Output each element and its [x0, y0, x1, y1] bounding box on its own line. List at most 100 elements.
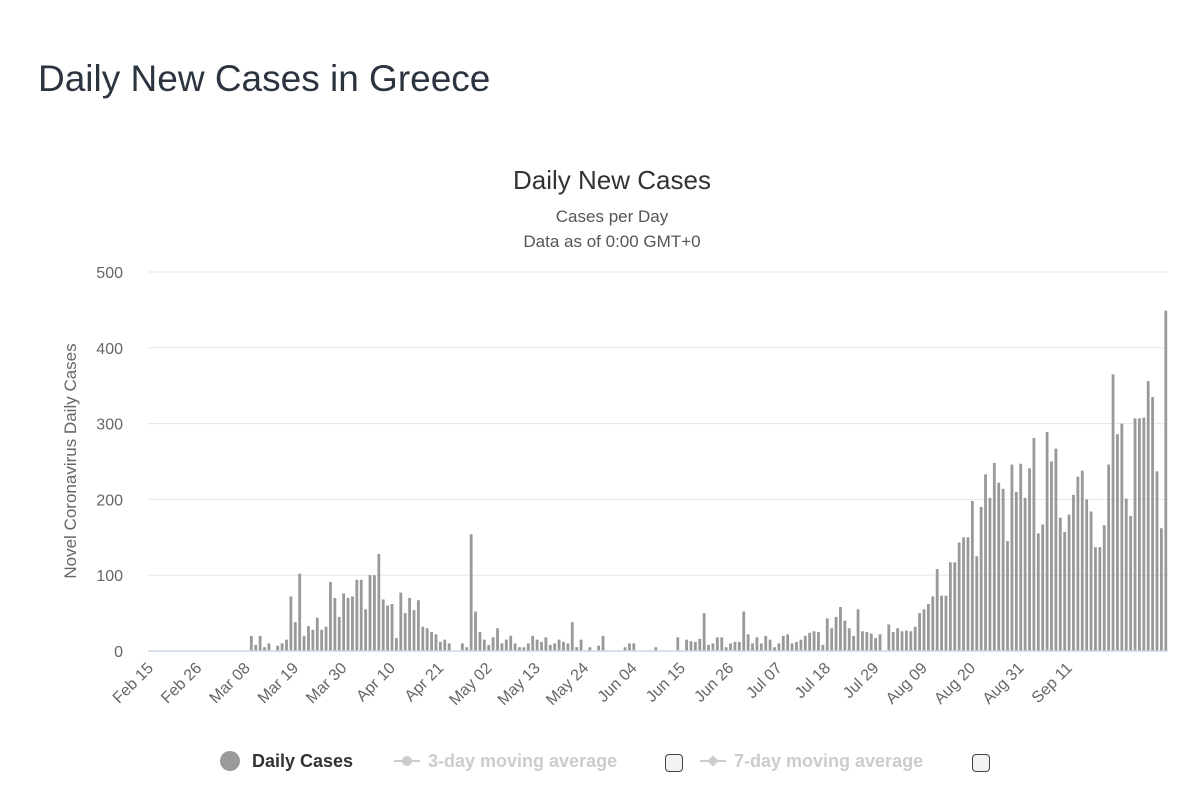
bar	[777, 643, 781, 651]
bar	[1058, 517, 1062, 651]
legend-daily-cases[interactable]: Daily Cases	[220, 746, 353, 776]
bar	[544, 637, 548, 651]
bar	[733, 641, 737, 651]
bar	[333, 597, 337, 651]
bar	[381, 599, 385, 651]
bar	[293, 622, 297, 651]
bar	[742, 611, 746, 651]
daily-cases-marker-icon	[220, 751, 240, 771]
bar	[1010, 464, 1014, 651]
bar	[935, 569, 939, 651]
bar	[1164, 310, 1168, 651]
bar	[891, 632, 895, 651]
bar	[931, 596, 935, 651]
y-tick-label: 400	[96, 341, 123, 358]
bar	[1063, 531, 1067, 651]
bar	[1159, 528, 1163, 651]
bar	[359, 579, 363, 651]
bar	[482, 639, 486, 651]
legend-daily-cases-label: Daily Cases	[252, 750, 354, 771]
bar	[346, 597, 350, 651]
bar	[720, 637, 724, 651]
bar	[390, 604, 394, 651]
bar	[447, 643, 451, 651]
x-tick-label: Apr 21	[402, 660, 447, 705]
legend-7day-average[interactable]: 7-day moving average	[700, 746, 923, 776]
bar	[632, 643, 636, 651]
x-tick-label: Mar 08	[207, 660, 254, 707]
bar	[496, 628, 499, 651]
x-tick-label: Mar 19	[255, 660, 302, 707]
line-marker-icon	[394, 756, 420, 766]
bar	[1102, 525, 1106, 651]
page-title: Daily New Cases in Greece	[38, 58, 491, 99]
bar	[817, 632, 820, 651]
bar	[324, 626, 328, 651]
bar	[588, 647, 592, 651]
x-tick-label: Jul 18	[792, 660, 834, 702]
bar	[500, 643, 504, 651]
x-tick-label: Jun 04	[595, 660, 641, 706]
x-tick-label: Aug 20	[931, 660, 979, 708]
bar	[487, 644, 491, 651]
bar	[896, 628, 900, 651]
chart-plot: 0 100 200 300 400 500 Novel Coronavirus Daily …	[61, 265, 1168, 709]
bar	[408, 597, 412, 651]
bar	[751, 643, 754, 651]
bar	[513, 643, 517, 651]
bar	[755, 637, 759, 651]
bar	[430, 632, 433, 651]
bar	[434, 634, 438, 651]
bar	[337, 616, 341, 651]
bar	[847, 628, 851, 651]
bar	[540, 641, 543, 651]
chart-subtitle-date: Data as of 0:00 GMT+0	[523, 232, 701, 251]
bar	[1045, 431, 1049, 651]
bar	[1067, 514, 1071, 651]
bar	[926, 604, 930, 651]
legend-3day-average[interactable]: 3-day moving average	[394, 746, 617, 776]
bar	[852, 635, 856, 651]
bar	[1076, 476, 1080, 651]
bar	[1098, 547, 1102, 651]
bar	[781, 635, 785, 651]
bar	[966, 537, 970, 651]
x-tick-label: May 24	[543, 660, 592, 709]
bar	[1014, 491, 1018, 651]
bar	[1072, 494, 1075, 651]
bar	[984, 474, 987, 651]
x-tick-label: Jul 29	[840, 660, 882, 702]
bar	[825, 618, 829, 651]
avg3-checkbox[interactable]	[665, 754, 683, 772]
bar	[320, 629, 324, 651]
x-tick-label: Jun 15	[643, 660, 689, 706]
bar	[1050, 461, 1053, 651]
x-tick-label: Aug 31	[980, 660, 1028, 708]
bar	[311, 629, 315, 651]
bar	[285, 639, 288, 651]
bar	[329, 582, 332, 651]
bar	[469, 534, 473, 651]
bar	[685, 639, 688, 651]
bar	[302, 635, 306, 651]
bar	[795, 641, 798, 651]
bar	[412, 610, 416, 651]
bar	[729, 643, 732, 651]
bar	[808, 632, 812, 651]
bar	[909, 631, 913, 651]
x-tick-label: Mar 30	[303, 660, 350, 707]
bar	[526, 643, 530, 651]
bar	[579, 639, 583, 651]
bar	[443, 639, 447, 651]
bar	[460, 643, 464, 651]
bar	[562, 641, 565, 651]
x-tick-label: May 13	[495, 660, 544, 709]
bar	[975, 556, 979, 651]
bar	[557, 639, 561, 651]
bar	[1116, 434, 1119, 651]
bar	[839, 607, 842, 651]
bar	[509, 635, 513, 651]
avg7-checkbox[interactable]	[972, 754, 990, 772]
bar	[425, 628, 429, 651]
x-tick-label: Feb 26	[158, 660, 205, 707]
